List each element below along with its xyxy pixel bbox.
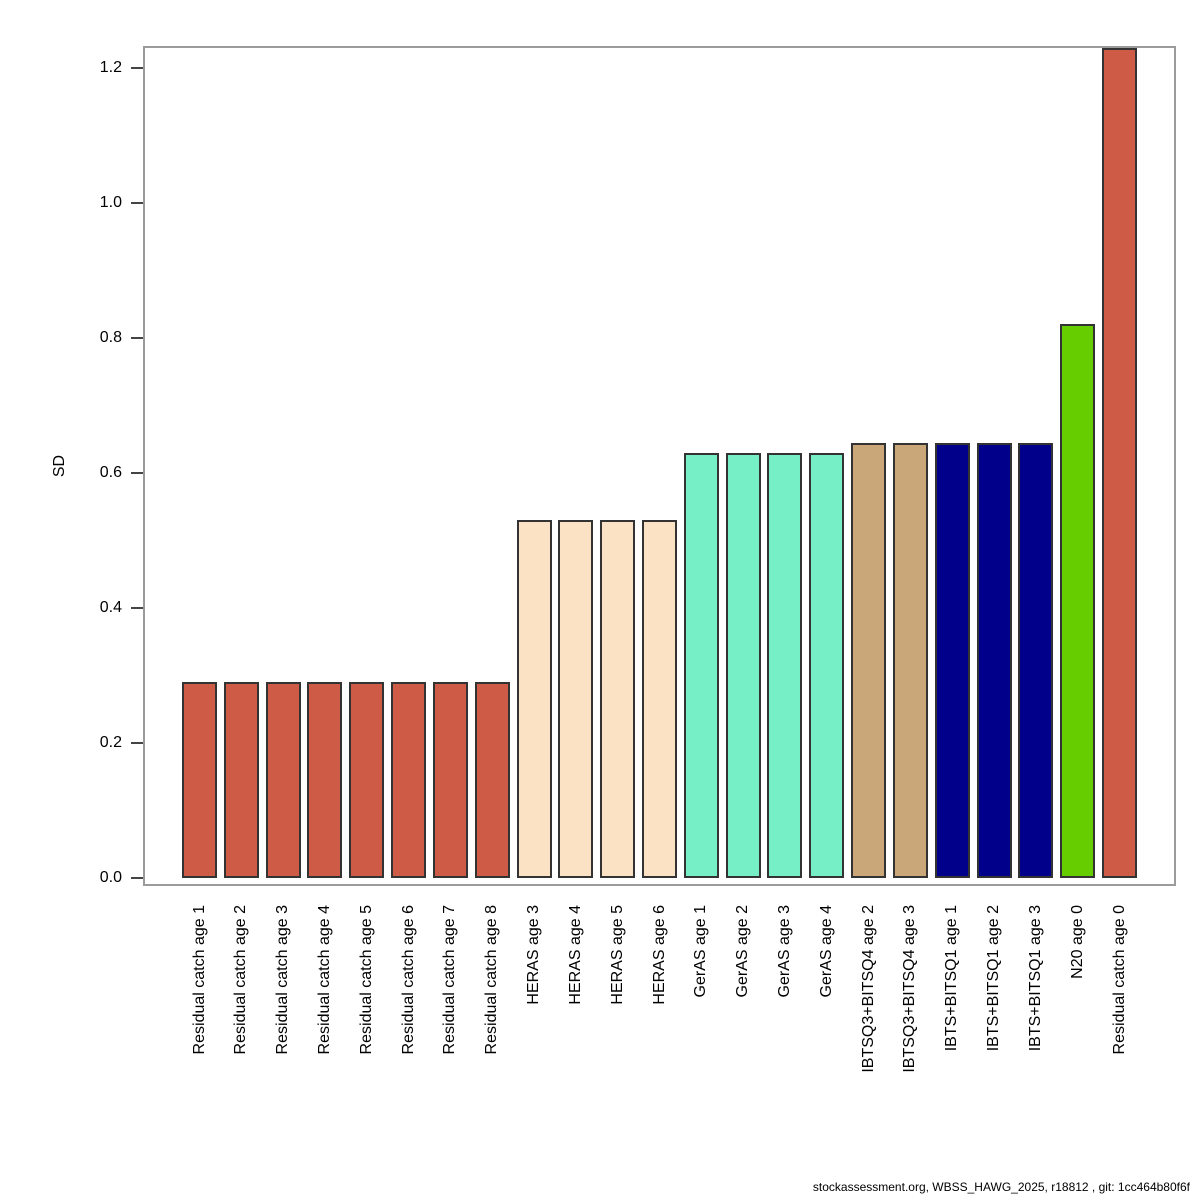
- x-category-label: GerAS age 3: [776, 905, 793, 998]
- x-category-label: HERAS age 4: [567, 905, 584, 1005]
- bar: [517, 520, 552, 878]
- bar: [726, 453, 761, 878]
- bar: [349, 682, 384, 878]
- x-category-label: Residual catch age 2: [232, 905, 249, 1055]
- x-category-label: IBTS+BITSQ1 age 3: [1027, 905, 1044, 1052]
- x-category-label: GerAS age 4: [818, 905, 835, 998]
- y-tick-label: 0.4: [99, 599, 122, 616]
- x-category-label: Residual catch age 4: [316, 905, 333, 1055]
- x-category-label: GerAS age 1: [692, 905, 709, 998]
- bar: [391, 682, 426, 878]
- x-category-label: N20 age 0: [1069, 905, 1086, 979]
- bar: [475, 682, 510, 878]
- bar: [809, 453, 844, 878]
- y-tick-mark: [131, 742, 143, 744]
- y-tick-label: 0.6: [99, 464, 122, 481]
- bar: [977, 443, 1012, 878]
- y-tick-label: 0.2: [99, 734, 122, 751]
- y-tick-label: 1.0: [99, 194, 122, 211]
- bar: [1102, 48, 1137, 878]
- y-axis-title: SD: [51, 454, 68, 478]
- bar: [266, 682, 301, 878]
- bar: [182, 682, 217, 878]
- bar: [1018, 443, 1053, 878]
- y-tick-mark: [131, 877, 143, 879]
- bar: [307, 682, 342, 878]
- bar: [767, 453, 802, 878]
- x-category-label: IBTSQ3+BITSQ4 age 3: [901, 905, 918, 1073]
- bar: [433, 682, 468, 878]
- bar: [600, 520, 635, 878]
- x-category-label: Residual catch age 7: [441, 905, 458, 1055]
- y-tick-mark: [131, 202, 143, 204]
- bar: [558, 520, 593, 878]
- x-category-label: IBTS+BITSQ1 age 1: [943, 905, 960, 1052]
- bar: [851, 443, 886, 878]
- bar: [893, 443, 928, 878]
- y-tick-label: 0.0: [99, 869, 122, 886]
- x-category-label: IBTS+BITSQ1 age 2: [985, 905, 1002, 1052]
- bar: [224, 682, 259, 878]
- x-category-label: HERAS age 5: [609, 905, 626, 1005]
- x-category-label: Residual catch age 8: [483, 905, 500, 1055]
- x-category-label: Residual catch age 6: [400, 905, 417, 1055]
- x-category-label: Residual catch age 5: [358, 905, 375, 1055]
- y-tick-mark: [131, 67, 143, 69]
- x-category-label: HERAS age 6: [651, 905, 668, 1005]
- x-category-label: GerAS age 2: [734, 905, 751, 998]
- footer-note: stockassessment.org, WBSS_HAWG_2025, r18…: [812, 1180, 1190, 1194]
- bar: [935, 443, 970, 878]
- y-tick-mark: [131, 607, 143, 609]
- y-tick-mark: [131, 337, 143, 339]
- bar: [684, 453, 719, 878]
- x-category-label: Residual catch age 1: [191, 905, 208, 1055]
- x-category-label: Residual catch age 0: [1111, 905, 1128, 1055]
- y-tick-label: 0.8: [99, 329, 122, 346]
- y-tick-label: 1.2: [99, 59, 122, 76]
- bar: [642, 520, 677, 878]
- y-tick-mark: [131, 472, 143, 474]
- x-category-label: HERAS age 3: [525, 905, 542, 1005]
- bar: [1060, 324, 1095, 878]
- x-category-label: Residual catch age 3: [274, 905, 291, 1055]
- x-category-label: IBTSQ3+BITSQ4 age 2: [860, 905, 877, 1073]
